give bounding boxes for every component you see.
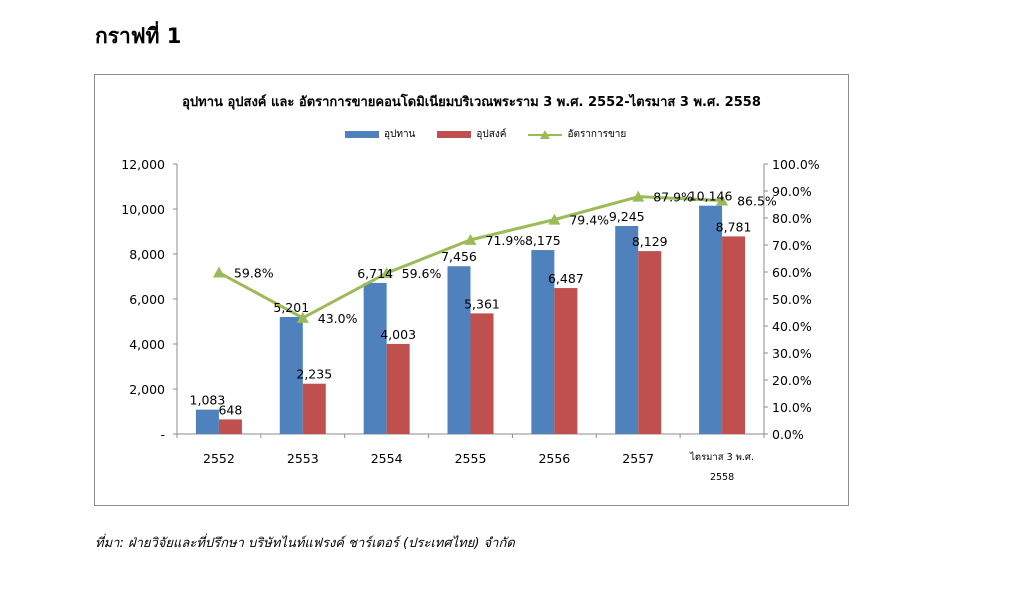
- marker-sales-rate: [548, 213, 561, 225]
- x-tick-label: ไตรมาส 3 พ.ศ.: [689, 451, 754, 463]
- y-left-tick-label: -: [160, 427, 165, 442]
- legend-item-demand: อุปสงค์: [437, 127, 506, 142]
- data-label-supply: 5,201: [273, 300, 309, 315]
- y-right-tick-label: 10.0%: [772, 400, 812, 415]
- bar-demand: [386, 343, 410, 434]
- source-note: ที่มา: ฝ่ายวิจัยและที่ปรึกษา บริษัทไนท์แ…: [95, 536, 515, 551]
- data-label-sales-rate: 86.5%: [737, 193, 777, 208]
- data-label-supply: 8,175: [525, 233, 561, 248]
- marker-sales-rate: [296, 311, 309, 323]
- data-label-supply: 9,245: [609, 209, 645, 224]
- y-right-tick-label: 70.0%: [772, 238, 812, 253]
- data-label-demand: 4,003: [380, 327, 416, 342]
- x-tick-label: 2557: [622, 451, 654, 466]
- data-label-demand: 5,361: [464, 296, 500, 311]
- data-label-demand: 8,781: [716, 219, 752, 234]
- y-right-tick-label: 60.0%: [772, 265, 812, 280]
- chart-title: อุปทาน อุปสงค์ และ อัตราการขายคอนโดมิเนี…: [182, 95, 761, 110]
- data-label-sales-rate: 71.9%: [486, 233, 526, 248]
- bar-demand: [470, 313, 494, 434]
- y-left-tick-label: 10,000: [121, 202, 165, 217]
- y-left-tick-label: 4,000: [129, 337, 165, 352]
- y-right-tick-label: 100.0%: [772, 157, 820, 172]
- bar-supply: [195, 409, 219, 434]
- bar-supply: [531, 250, 555, 434]
- legend-swatch-supply: [345, 131, 379, 138]
- marker-sales-rate: [632, 190, 645, 202]
- legend-marker-sales-rate: [528, 129, 563, 140]
- legend-swatch-demand: [437, 131, 472, 138]
- bar-supply: [699, 205, 723, 434]
- bar-demand: [554, 288, 578, 434]
- data-label-sales-rate: 59.6%: [402, 266, 442, 281]
- data-label-sales-rate: 79.4%: [569, 213, 609, 228]
- legend-item-supply: อุปทาน: [345, 127, 415, 142]
- bar-demand: [218, 419, 242, 434]
- x-tick-label: 2558: [710, 472, 734, 483]
- x-tick-label: 2553: [287, 451, 319, 466]
- y-right-tick-label: 30.0%: [772, 346, 812, 361]
- x-tick-label: 2554: [371, 451, 403, 466]
- bar-demand: [722, 236, 746, 434]
- data-label-supply: 7,456: [441, 249, 477, 264]
- y-right-tick-label: 40.0%: [772, 319, 812, 334]
- data-label-demand: 648: [218, 402, 242, 417]
- marker-sales-rate: [716, 194, 729, 206]
- bar-demand: [302, 383, 326, 434]
- y-right-tick-label: 20.0%: [772, 373, 812, 388]
- data-label-demand: 2,235: [296, 367, 332, 382]
- y-right-tick-label: 50.0%: [772, 292, 812, 307]
- bar-supply: [447, 266, 471, 434]
- y-right-tick-label: 90.0%: [772, 184, 812, 199]
- bar-supply: [279, 316, 303, 434]
- data-label-demand: 6,487: [548, 271, 584, 286]
- bar-demand: [638, 251, 662, 434]
- data-label-supply: 6,714: [357, 266, 393, 281]
- y-left-tick-label: 8,000: [129, 247, 165, 262]
- y-left-tick-label: 2,000: [129, 382, 165, 397]
- y-right-tick-label: 0.0%: [772, 427, 804, 442]
- marker-sales-rate: [464, 233, 477, 245]
- data-label-sales-rate: 43.0%: [318, 311, 358, 326]
- bar-supply: [363, 282, 387, 434]
- y-left-tick-label: 6,000: [129, 292, 165, 307]
- x-tick-label: 2555: [455, 451, 487, 466]
- y-left-tick-label: 12,000: [121, 157, 165, 172]
- y-right-tick-label: 80.0%: [772, 211, 812, 226]
- marker-sales-rate: [380, 267, 393, 279]
- legend-item-sales-rate: อัตราการขาย: [528, 127, 626, 142]
- data-label-supply: 10,146: [689, 189, 733, 204]
- bar-supply: [615, 225, 639, 434]
- chart-frame: อุปทาน อุปสงค์ และ อัตราการขายคอนโดมิเนี…: [94, 74, 849, 506]
- chart-plot: - 2,000 4,000 6,000 8,000 10,000 12,000 0.0% 10.…: [121, 157, 820, 483]
- legend-label-demand: อุปสงค์: [476, 129, 507, 140]
- x-tick-label: 2552: [203, 451, 235, 466]
- legend-label-sales-rate: อัตราการขาย: [567, 129, 627, 140]
- marker-sales-rate: [212, 266, 225, 278]
- legend-label-supply: อุปทาน: [384, 129, 416, 140]
- data-label-sales-rate: 87.9%: [653, 190, 693, 205]
- x-tick-label: 2556: [538, 451, 570, 466]
- page-heading: กราฟที่ 1: [95, 24, 182, 48]
- data-label-sales-rate: 59.8%: [234, 266, 274, 281]
- chart-legend: อุปทาน อุปสงค์ อัตราการขาย: [345, 127, 626, 142]
- data-label-demand: 8,129: [632, 234, 668, 249]
- data-label-supply: 1,083: [190, 393, 226, 408]
